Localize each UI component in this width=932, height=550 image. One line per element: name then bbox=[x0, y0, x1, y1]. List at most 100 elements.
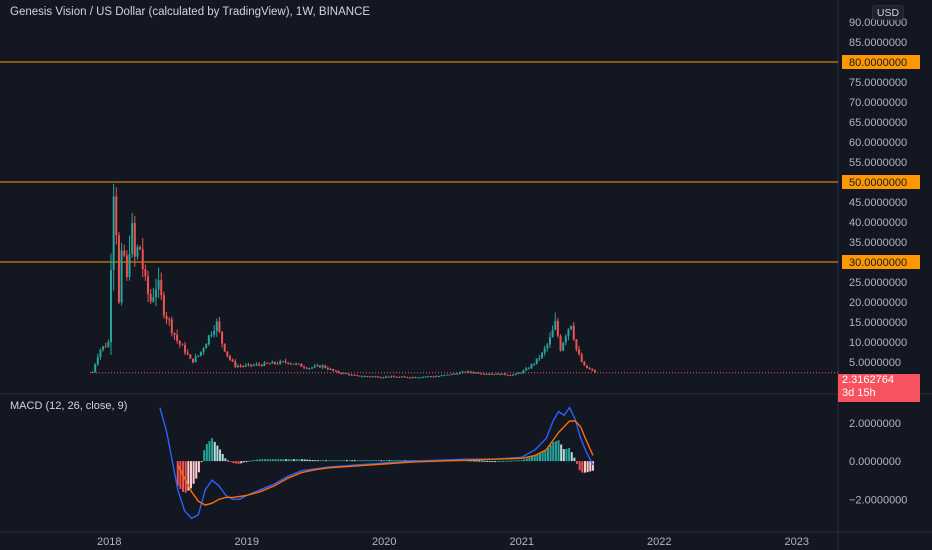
candle-body[interactable] bbox=[128, 254, 131, 278]
candle-body[interactable] bbox=[289, 363, 292, 365]
candle-body[interactable] bbox=[303, 366, 306, 368]
candle-body[interactable] bbox=[392, 376, 395, 378]
candle-body[interactable] bbox=[215, 321, 218, 332]
candle-body[interactable] bbox=[279, 361, 282, 364]
candle-body[interactable] bbox=[170, 319, 173, 333]
candle-body[interactable] bbox=[197, 355, 200, 357]
candle-body[interactable] bbox=[133, 222, 136, 257]
candle-body[interactable] bbox=[120, 250, 123, 303]
candle-body[interactable] bbox=[585, 365, 588, 369]
candle-body[interactable] bbox=[369, 376, 372, 378]
candle-body[interactable] bbox=[123, 250, 126, 256]
candle-body[interactable] bbox=[504, 373, 506, 375]
candle-body[interactable] bbox=[398, 376, 401, 378]
candle-body[interactable] bbox=[157, 280, 160, 290]
candle-body[interactable] bbox=[541, 352, 544, 359]
candle-body[interactable] bbox=[506, 374, 509, 376]
candle-body[interactable] bbox=[580, 354, 583, 363]
candle-body[interactable] bbox=[292, 363, 295, 365]
candle-body[interactable] bbox=[414, 377, 417, 379]
candle-body[interactable] bbox=[361, 376, 364, 378]
candle-body[interactable] bbox=[374, 376, 377, 378]
candle-body[interactable] bbox=[194, 356, 197, 363]
candle-body[interactable] bbox=[255, 364, 258, 366]
candle-body[interactable] bbox=[231, 359, 234, 362]
candle-body[interactable] bbox=[371, 376, 374, 378]
candle-body[interactable] bbox=[99, 349, 102, 358]
candle-body[interactable] bbox=[387, 376, 390, 378]
candle-body[interactable] bbox=[363, 376, 366, 378]
candle-body[interactable] bbox=[440, 375, 443, 377]
candle-body[interactable] bbox=[554, 320, 557, 330]
candle-body[interactable] bbox=[340, 372, 343, 374]
candle-body[interactable] bbox=[207, 335, 210, 345]
candle-body[interactable] bbox=[538, 358, 541, 360]
candle-body[interactable] bbox=[385, 376, 388, 378]
candle-body[interactable] bbox=[548, 337, 551, 345]
candle-body[interactable] bbox=[165, 315, 168, 320]
candle-body[interactable] bbox=[173, 332, 176, 335]
candle-body[interactable] bbox=[324, 365, 327, 368]
candle-body[interactable] bbox=[562, 342, 565, 351]
candle-body[interactable] bbox=[218, 321, 221, 332]
candle-body[interactable] bbox=[117, 235, 120, 303]
candle-body[interactable] bbox=[546, 344, 549, 349]
candle-body[interactable] bbox=[300, 363, 303, 367]
candle-body[interactable] bbox=[139, 247, 142, 250]
candle-body[interactable] bbox=[273, 361, 276, 364]
candle-body[interactable] bbox=[490, 373, 493, 375]
candle-body[interactable] bbox=[347, 373, 350, 376]
candle-body[interactable] bbox=[493, 373, 496, 375]
candle-body[interactable] bbox=[313, 366, 316, 368]
candle-body[interactable] bbox=[488, 373, 491, 375]
candle-body[interactable] bbox=[443, 374, 446, 376]
candle-body[interactable] bbox=[435, 376, 438, 378]
candle-body[interactable] bbox=[250, 364, 253, 366]
candle-body[interactable] bbox=[429, 376, 432, 378]
candle-body[interactable] bbox=[350, 374, 353, 376]
candle-body[interactable] bbox=[358, 375, 361, 377]
candle-body[interactable] bbox=[578, 349, 581, 355]
candle-body[interactable] bbox=[229, 355, 231, 360]
candle-body[interactable] bbox=[501, 373, 504, 375]
candle-body[interactable] bbox=[191, 358, 194, 363]
candle-body[interactable] bbox=[326, 367, 329, 370]
candle-body[interactable] bbox=[115, 196, 118, 236]
candle-body[interactable] bbox=[427, 376, 430, 378]
candle-body[interactable] bbox=[178, 340, 181, 345]
candle-body[interactable] bbox=[379, 377, 382, 379]
candle-body[interactable] bbox=[94, 364, 97, 373]
candle-body[interactable] bbox=[456, 373, 459, 375]
candle-body[interactable] bbox=[459, 372, 462, 375]
candle-body[interactable] bbox=[295, 363, 298, 365]
candle-body[interactable] bbox=[527, 368, 530, 370]
candle-body[interactable] bbox=[522, 370, 525, 373]
candle-body[interactable] bbox=[260, 364, 263, 366]
candle-body[interactable] bbox=[181, 344, 184, 346]
candle-body[interactable] bbox=[221, 331, 224, 344]
candle-body[interactable] bbox=[588, 368, 591, 370]
candle-body[interactable] bbox=[316, 365, 319, 367]
candle-body[interactable] bbox=[482, 373, 485, 375]
candle-body[interactable] bbox=[102, 346, 105, 350]
candle-body[interactable] bbox=[271, 361, 274, 364]
candle-body[interactable] bbox=[593, 370, 596, 373]
candle-body[interactable] bbox=[266, 362, 269, 364]
candle-body[interactable] bbox=[112, 196, 115, 271]
candle-body[interactable] bbox=[281, 361, 284, 363]
candle-body[interactable] bbox=[213, 331, 216, 335]
candle-body[interactable] bbox=[186, 352, 189, 355]
candle-body[interactable] bbox=[305, 367, 308, 369]
candle-body[interactable] bbox=[353, 374, 356, 376]
candle-body[interactable] bbox=[147, 276, 150, 294]
candle-body[interactable] bbox=[242, 366, 245, 368]
candle-body[interactable] bbox=[287, 362, 290, 364]
candle-body[interactable] bbox=[583, 362, 586, 366]
candle-body[interactable] bbox=[162, 295, 165, 316]
candle-body[interactable] bbox=[210, 334, 213, 336]
candle-body[interactable] bbox=[308, 368, 311, 370]
candle-body[interactable] bbox=[572, 325, 575, 340]
candle-body[interactable] bbox=[424, 376, 427, 378]
candle-body[interactable] bbox=[284, 361, 287, 363]
candle-body[interactable] bbox=[437, 376, 440, 378]
